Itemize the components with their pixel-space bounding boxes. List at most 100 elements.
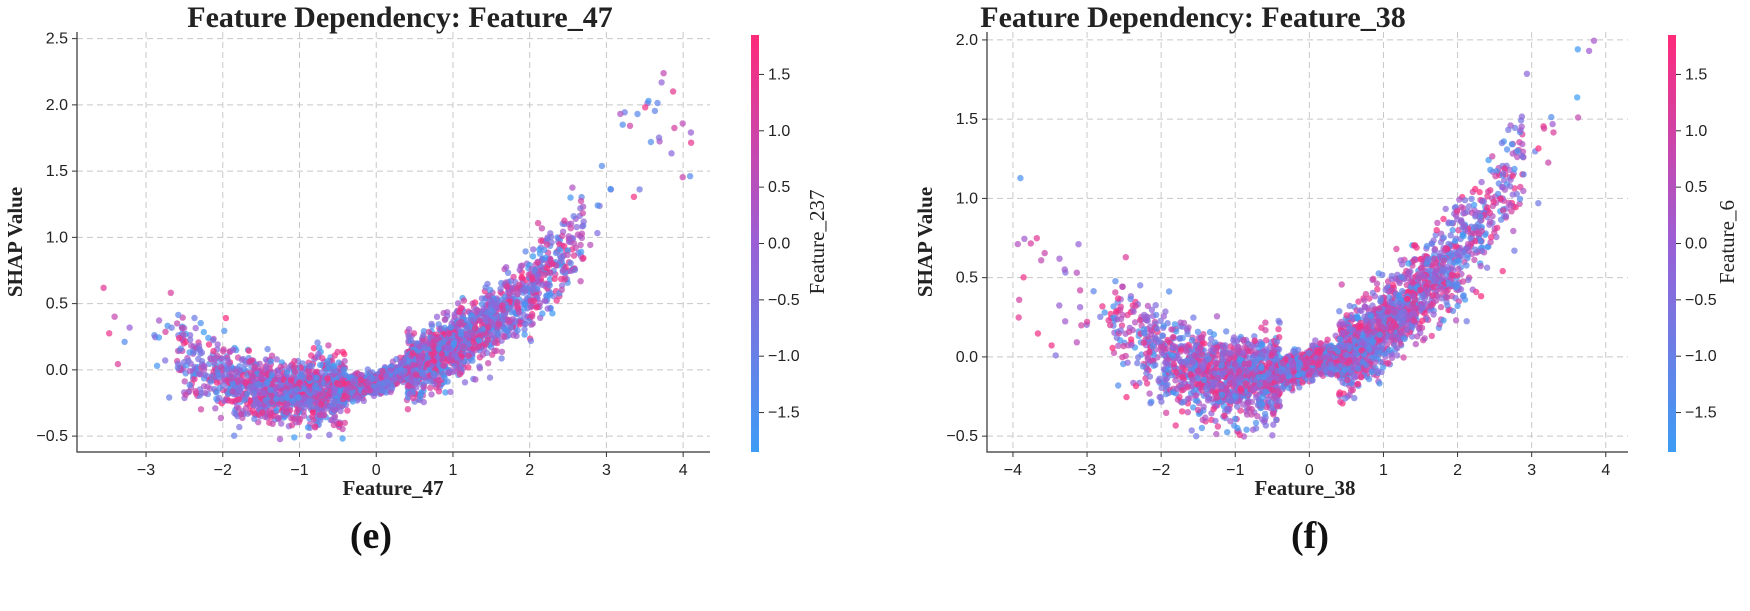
scatter-point (509, 316, 516, 323)
scatter-point (564, 251, 571, 259)
scatter-point (214, 352, 221, 359)
scatter-point (1073, 339, 1081, 346)
scatter-point (529, 285, 536, 293)
colorbar-label: Feature_237 (805, 190, 829, 295)
scatter-point (1146, 390, 1153, 397)
scatter-point (306, 398, 313, 405)
scatter-point (364, 379, 372, 386)
scatter-point (312, 424, 319, 431)
scatter-point (177, 345, 184, 352)
scatter-point (323, 366, 330, 374)
y-tick-label: 1.5 (46, 163, 68, 180)
scatter-point (607, 185, 614, 193)
scatter-point (551, 275, 558, 282)
scatter-point (332, 386, 339, 393)
scatter-point (264, 379, 271, 386)
scatter-point (636, 186, 643, 193)
scatter-point (382, 372, 390, 379)
scatter-point (308, 352, 315, 359)
scatter-point (567, 194, 574, 201)
scatter-point (503, 264, 510, 271)
scatter-point (208, 373, 216, 380)
scatter-point (475, 337, 483, 344)
scatter-point (187, 336, 194, 343)
scatter-point (1076, 287, 1084, 294)
scatter-point (231, 432, 238, 439)
scatter-point (247, 357, 254, 365)
scatter-point (262, 413, 269, 421)
scatter-point (475, 343, 482, 350)
scatter-point (420, 398, 427, 406)
scatter-point (439, 357, 446, 364)
scatter-point (521, 305, 528, 312)
scatter-point (308, 403, 315, 410)
scatter-point (671, 124, 678, 132)
scatter-point (510, 332, 517, 339)
scatter-point (251, 363, 258, 370)
scatter-point (433, 313, 441, 320)
scatter-point (479, 351, 486, 358)
scatter-point (529, 253, 537, 260)
scatter-point (407, 337, 415, 345)
scatter-point (472, 376, 479, 383)
scatter-point (669, 88, 677, 95)
scatter-point (1015, 314, 1022, 321)
scatter-point (413, 379, 420, 387)
colorbar-tick-label: 0.5 (768, 179, 790, 196)
scatter-point (153, 362, 161, 369)
scatter-point (498, 355, 505, 362)
scatter-point (264, 345, 271, 353)
scatter-point (561, 276, 568, 283)
scatter-point (221, 327, 228, 334)
scatter-point (461, 379, 469, 386)
scatter-point (268, 371, 276, 378)
x-tick-label: 1 (449, 462, 458, 479)
scatter-point (443, 344, 451, 352)
scatter-point (306, 374, 313, 382)
scatter-point (212, 405, 219, 412)
scatter-point (155, 334, 163, 341)
scatter-point (679, 120, 686, 127)
scatter-point (441, 324, 448, 331)
scatter-point (1172, 422, 1179, 429)
scatter-point (1190, 314, 1197, 321)
scatter-point (577, 248, 585, 255)
scatter-point (326, 431, 333, 438)
scatter-point (427, 378, 434, 385)
scatter-point (162, 357, 169, 364)
scatter-point (387, 367, 394, 374)
scatter-point (340, 380, 347, 387)
scatter-point (344, 407, 351, 414)
scatter-point (248, 373, 256, 380)
scatter-point (446, 330, 453, 337)
scatter-point (480, 305, 487, 312)
scatter-point (539, 310, 546, 317)
scatter-point (350, 377, 357, 385)
scatter-point (1510, 227, 1517, 235)
scatter-point (339, 435, 346, 442)
scatter-point (201, 371, 208, 378)
y-tick-label: −0.5 (36, 428, 68, 445)
x-tick-label: −1 (290, 462, 308, 479)
scatter-point (121, 338, 128, 345)
scatter-point (559, 232, 566, 240)
scatter-point (329, 397, 336, 404)
scatter-point (251, 415, 258, 423)
scatter-point (245, 347, 253, 354)
scatter-point (186, 367, 193, 375)
scatter-point (425, 328, 433, 336)
scatter-point (222, 314, 230, 322)
scatter-point (342, 371, 349, 378)
scatter-point (242, 405, 250, 412)
scatter-point (1148, 330, 1155, 338)
scatter-point (537, 237, 545, 244)
scatter-point (655, 134, 663, 141)
scatter-point (255, 381, 262, 388)
y-tick-label: 2.0 (46, 97, 68, 114)
scatter-point (228, 375, 235, 382)
scatter-point (457, 330, 465, 338)
scatter-point (1520, 171, 1527, 178)
x-tick-label: 3 (602, 462, 611, 479)
scatter-point (549, 310, 556, 317)
scatter-point (166, 394, 173, 401)
